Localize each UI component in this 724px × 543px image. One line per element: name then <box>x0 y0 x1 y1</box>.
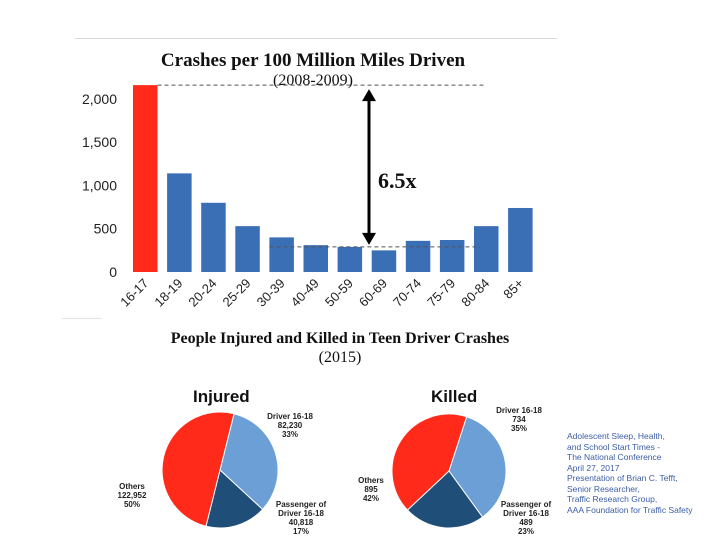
bar-20-24 <box>201 202 226 272</box>
slice-name: Driver 16-18 <box>267 412 313 421</box>
slice-count: 40,818 <box>288 518 314 527</box>
y-tick-label: 500 <box>94 221 118 237</box>
slice-name: Others <box>119 482 145 491</box>
injured-slice-driver-16-18 <box>219 413 279 511</box>
killed-slice-passenger-of-driver-16-18 <box>406 470 484 529</box>
bar-chart-title: Crashes per 100 Million Miles Driven <box>160 50 466 71</box>
injured-slice-others <box>161 411 235 527</box>
slice-percent: 50% <box>123 500 140 509</box>
injured-others-label: Others 122,952 50% <box>110 482 154 509</box>
injured-slice-passenger-of-driver-16-18 <box>205 469 264 529</box>
bar-30-39 <box>269 237 294 272</box>
credit-line: April 27, 2017 <box>567 462 620 473</box>
slice-count: 734 <box>512 415 526 424</box>
slice-count: 895 <box>364 485 378 494</box>
bar-70-74 <box>405 240 431 272</box>
slice-count: 122,952 <box>117 491 147 500</box>
killed-pie-title: Killed <box>431 387 478 406</box>
credit-line: Adolescent Sleep, Health, <box>567 431 665 441</box>
slice-name: Passenger of Driver 16-18 <box>275 500 327 518</box>
killed-others-label: Others 895 42% <box>356 476 386 503</box>
credit-line: and School Start Times - <box>567 441 661 452</box>
y-tick-label: 1,500 <box>82 134 117 150</box>
injured-driver-label: Driver 16-18 82,230 33% <box>262 412 318 439</box>
bar-16-17 <box>133 85 158 273</box>
bar-18-19 <box>167 173 192 272</box>
killed-passenger-label: Passenger of Driver 16-18 489 23% <box>494 500 558 536</box>
slice-percent: 35% <box>510 424 527 433</box>
injured-pie-title: Injured <box>193 387 250 406</box>
bar-60-69 <box>371 250 397 272</box>
y-tick-label: 0 <box>109 264 117 280</box>
bar-25-29 <box>235 226 260 272</box>
injured-passenger-label: Passenger of Driver 16-18 40,818 17% <box>268 500 334 536</box>
bar-75-79 <box>439 239 465 272</box>
bar-80-84 <box>474 226 499 272</box>
slice-count: 489 <box>519 518 533 527</box>
ratio-arrow-down-head <box>362 232 376 245</box>
slice-name: Others <box>358 476 384 485</box>
slice-percent: 33% <box>281 430 298 439</box>
slice-percent: 42% <box>362 494 379 503</box>
y-tick-label: 1,000 <box>82 177 117 193</box>
bar-50-59 <box>337 246 363 272</box>
bar-85+ <box>508 207 533 272</box>
slice-percent: 23% <box>517 527 534 536</box>
top-divider <box>75 38 557 39</box>
credit-line: Senior Researcher, <box>567 483 640 494</box>
ratio-annotation: 6.5x <box>378 168 417 193</box>
killed-driver-label: Driver 16-18 734 35% <box>492 406 546 433</box>
presentation-credit: Adolescent Sleep, Health, and School Sta… <box>567 431 693 515</box>
left-divider <box>62 318 102 319</box>
killed-slice-driver-16-18 <box>448 416 507 518</box>
credit-line: Traffic Research Group, <box>567 494 658 504</box>
pie-section-subtitle: (2015) <box>318 349 362 366</box>
slice-count: 82,230 <box>277 421 303 430</box>
pie-section-title: People Injured and Killed in Teen Driver… <box>170 330 510 347</box>
credit-line: Presentation of Brian C. Tefft, <box>567 473 678 483</box>
killed-slice-others <box>391 413 468 511</box>
ratio-arrow-up-head <box>362 89 376 102</box>
slice-name: Driver 16-18 <box>496 406 542 415</box>
credit-line: AAA Foundation for Traffic Safety <box>567 504 693 515</box>
y-tick-label: 2,000 <box>82 91 117 107</box>
slice-name: Passenger of Driver 16-18 <box>500 500 552 518</box>
credit-line: The National Conference <box>567 452 662 462</box>
slice-percent: 17% <box>292 527 309 536</box>
bar-40-49 <box>303 245 328 272</box>
